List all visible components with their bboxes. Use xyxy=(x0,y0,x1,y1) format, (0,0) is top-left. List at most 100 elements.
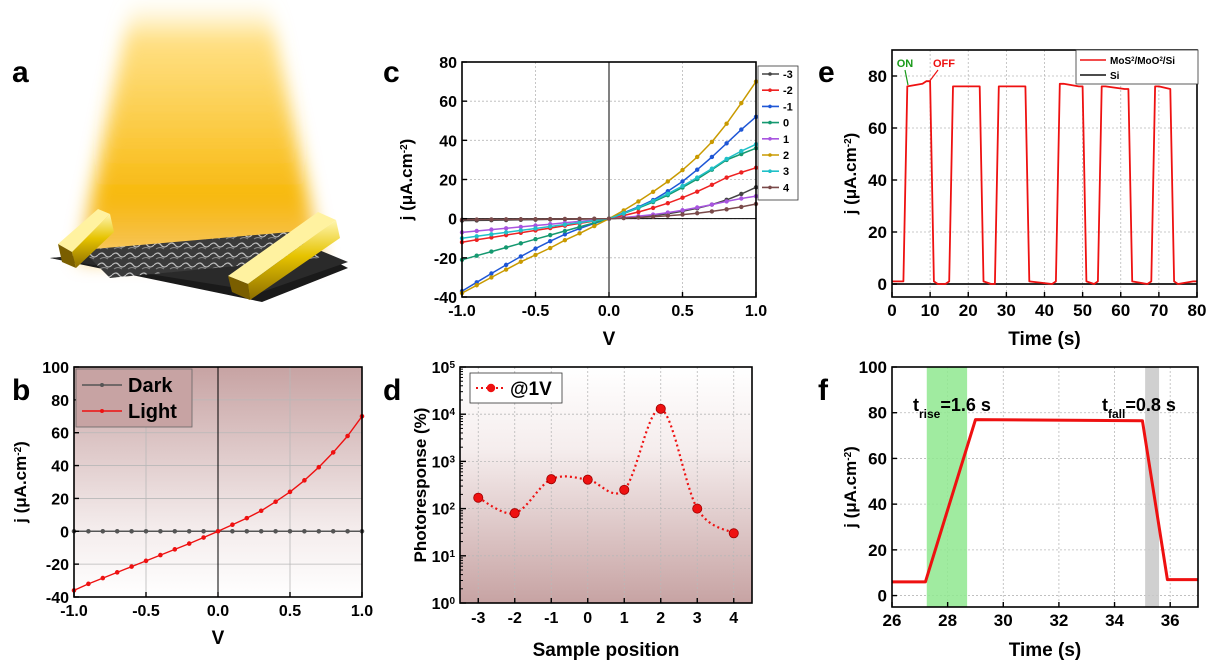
data-point-3 xyxy=(680,183,685,189)
y-tick-label: 101 xyxy=(432,548,456,566)
data-point-light xyxy=(302,478,307,483)
data-point-dark xyxy=(244,528,250,534)
data-point--2 xyxy=(680,195,685,200)
data-point-light xyxy=(230,522,235,528)
x-axis-label: V xyxy=(212,628,225,649)
panel-letter-b: b xyxy=(12,374,30,407)
legend-marker xyxy=(768,169,772,173)
data-point-2 xyxy=(489,275,494,280)
data-point-0 xyxy=(548,232,553,238)
x-tick-label: -3 xyxy=(471,610,485,627)
x-tick-label: -1 xyxy=(544,610,558,627)
x-tick-label: 0 xyxy=(583,610,592,627)
data-point-2 xyxy=(533,252,538,258)
electrode-left xyxy=(58,209,114,268)
legend: Dark Light xyxy=(75,368,193,428)
data-point-3 xyxy=(636,205,641,210)
y-tick-label: 100 xyxy=(42,360,69,377)
x-tick-label: 36 xyxy=(1161,611,1180,630)
annotation-fall: tfall=0.8 s xyxy=(1102,395,1176,421)
data-point-light xyxy=(345,433,350,439)
data-point-light xyxy=(129,564,134,569)
data-point-light xyxy=(273,499,278,505)
panel-letter-c: c xyxy=(383,56,400,89)
data-point-light xyxy=(215,528,221,534)
y-tick-label: 60 xyxy=(868,449,887,468)
x-tick-label: 34 xyxy=(1105,611,1124,630)
data-point-1 xyxy=(474,228,479,234)
data-point-light xyxy=(158,552,163,558)
data-point-2 xyxy=(695,154,700,160)
legend-marker xyxy=(768,137,772,141)
data-point-2 xyxy=(518,259,523,264)
data-point-3 xyxy=(533,226,538,231)
data-point-2 xyxy=(650,189,656,195)
data-point-4 xyxy=(739,204,744,210)
data-point--2 xyxy=(474,237,479,243)
legend-label: Si xyxy=(1110,71,1120,82)
data-point-light xyxy=(244,515,250,521)
data-point-1 xyxy=(680,208,685,213)
data-point-2 xyxy=(724,121,729,126)
x-tick-label: 70 xyxy=(1149,301,1168,320)
data-point-4 xyxy=(503,217,509,222)
data-point--2 xyxy=(636,209,641,215)
data-point-4 xyxy=(562,216,568,222)
data-point xyxy=(473,492,484,503)
x-tick-label: 0.0 xyxy=(598,303,620,320)
data-point-dark xyxy=(114,528,120,534)
data-point-dark xyxy=(129,528,134,534)
x-tick-label: -0.5 xyxy=(132,603,160,620)
legend-marker xyxy=(768,185,772,190)
data-point-3 xyxy=(621,211,626,216)
x-tick-label: 30 xyxy=(994,611,1013,630)
data-point-4 xyxy=(636,215,641,220)
x-tick-label: 1.0 xyxy=(351,603,373,620)
x-tick-label: 0.5 xyxy=(671,303,693,320)
annotation-rise: trise=1.6 s xyxy=(913,395,991,421)
band-rise xyxy=(926,367,968,607)
legend-marker xyxy=(100,409,104,413)
data-point-2 xyxy=(709,139,715,145)
panel-letter-d: d xyxy=(383,374,401,407)
chart-b: -1.0 -0.5 0.0 0.5 1.0 -40 -20 0 20 40 60 80 100 Vj (μ… xyxy=(11,360,373,649)
y-tick-label: 100 xyxy=(432,596,456,614)
data-point-4 xyxy=(489,217,494,222)
data-point-4 xyxy=(518,217,523,222)
data-point-dark xyxy=(100,528,106,534)
y-tick-label: 105 xyxy=(432,360,456,378)
legend-marker xyxy=(768,153,772,157)
axes-frame xyxy=(459,366,753,604)
data-point--1 xyxy=(695,167,700,172)
data-point-2 xyxy=(548,245,553,251)
data-point-light xyxy=(316,464,322,470)
data-point xyxy=(509,508,520,519)
y-axis-label: j (μA.cm-2) xyxy=(397,139,416,222)
legend: @1V xyxy=(469,372,563,404)
annotation-on-arrow xyxy=(904,69,909,86)
x-tick-label: -1.0 xyxy=(448,303,476,320)
data-point-0 xyxy=(577,224,582,230)
data-point--1 xyxy=(724,141,729,146)
y-tick-label: 0 xyxy=(878,275,887,294)
data-point-3 xyxy=(739,148,744,154)
data-point-0 xyxy=(562,228,568,234)
x-tick-label: 3 xyxy=(693,610,702,627)
legend-label: 4 xyxy=(783,182,790,194)
legend-box xyxy=(1075,49,1199,85)
data-point-3 xyxy=(695,175,700,180)
light-beam xyxy=(78,0,322,262)
annotation-off: OFF xyxy=(933,58,955,70)
data-point-3 xyxy=(474,234,479,239)
x-tick-label: 1.0 xyxy=(745,303,767,320)
y-tick-label: 0 xyxy=(448,212,457,229)
data-point-light xyxy=(114,570,120,575)
x-tick-label: 4 xyxy=(729,610,738,627)
data-point-2 xyxy=(592,223,597,229)
data-point-dark xyxy=(158,528,163,534)
data-point--2 xyxy=(695,189,700,194)
y-tick-label: 40 xyxy=(439,133,457,150)
data-point-3 xyxy=(665,191,670,196)
data-point-light xyxy=(186,541,192,546)
x-tick-label: -2 xyxy=(508,610,522,627)
